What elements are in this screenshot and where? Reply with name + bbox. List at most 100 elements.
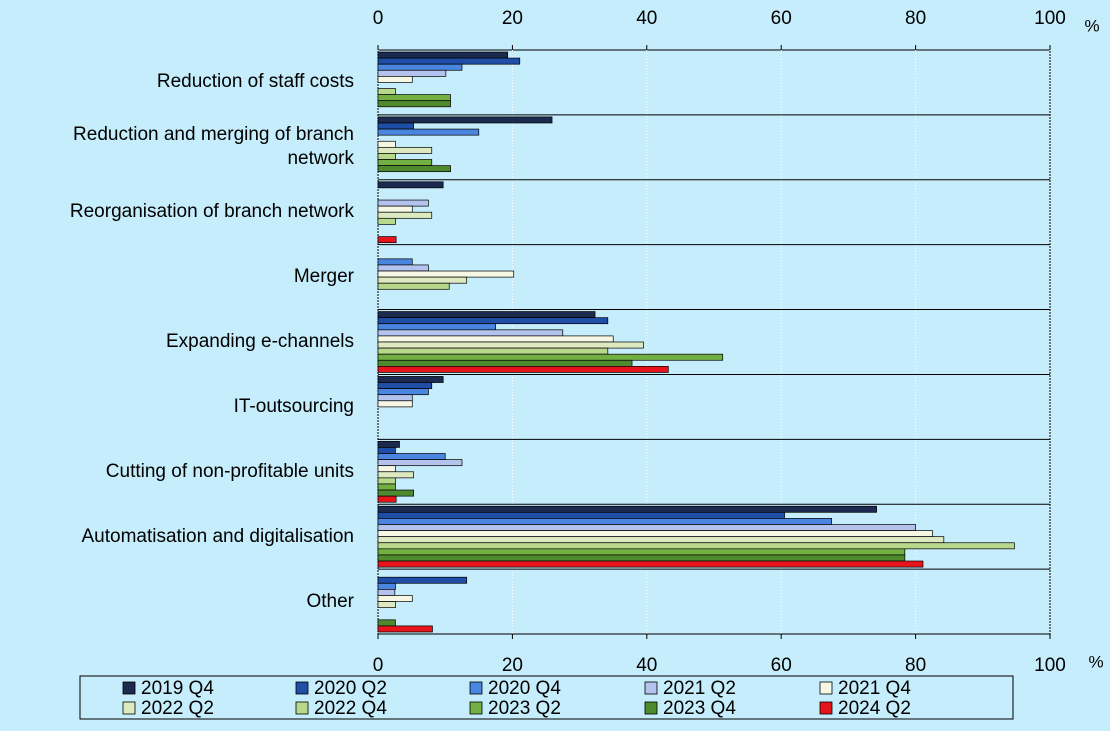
bar (377, 548, 906, 556)
category-label: Merger (4, 247, 354, 308)
bar (377, 542, 1015, 550)
legend-label: 2021 Q2 (663, 678, 736, 699)
bar (377, 100, 451, 108)
legend-label: 2022 Q2 (141, 698, 214, 719)
bar (377, 57, 521, 65)
bar (377, 440, 400, 448)
bar (377, 181, 444, 189)
bar (377, 465, 396, 473)
bar (377, 471, 414, 479)
bar (377, 217, 396, 225)
category-text: Reorganisation of branch network (69, 201, 354, 223)
bar (377, 63, 463, 71)
category-label: Reduction and merging of branch network (4, 117, 354, 178)
x-unit: % (1088, 652, 1103, 671)
bar (377, 582, 396, 590)
bar (377, 511, 785, 519)
bar (377, 483, 396, 491)
category-text: Expanding e-channels (165, 330, 354, 352)
bar (377, 382, 433, 389)
bar (377, 376, 444, 383)
bar (377, 88, 396, 95)
bar (377, 276, 468, 284)
bar (377, 140, 396, 148)
legend-box (79, 675, 1014, 720)
category-label: Reorganisation of branch network (4, 182, 354, 243)
category-text: Reduction and merging of branch network (73, 124, 354, 170)
bar (377, 335, 614, 343)
x-tick-label: 80 (905, 655, 926, 676)
bar (377, 153, 396, 160)
legend-label: 2023 Q2 (488, 698, 561, 719)
bar (377, 205, 413, 213)
category-label: Expanding e-channels (4, 312, 354, 373)
category-text: Merger (293, 266, 354, 288)
legend-swatch (819, 701, 833, 715)
bar (377, 146, 433, 154)
bar (377, 400, 413, 408)
category-label: Reduction of staff costs (4, 52, 354, 113)
bar (377, 595, 413, 602)
bar (377, 311, 596, 318)
bar (377, 282, 450, 290)
bar (377, 211, 433, 219)
bar (377, 51, 509, 59)
bar (377, 459, 463, 467)
x-tick-label: 0 (373, 8, 384, 29)
bar (377, 116, 553, 124)
legend-swatch (295, 701, 309, 715)
category-text: Cutting of non-profitable units (105, 460, 354, 482)
bar (377, 554, 906, 562)
category-text: Automatisation and digitalisation (81, 525, 354, 547)
bar (377, 236, 397, 244)
bar (377, 69, 447, 77)
legend-swatch (819, 681, 833, 695)
bar (377, 76, 413, 83)
bar (377, 619, 396, 627)
x-unit: % (1084, 16, 1099, 35)
bar (377, 359, 633, 367)
x-tick-label: 40 (636, 655, 657, 676)
bar (377, 323, 496, 331)
legend-label: 2020 Q4 (488, 678, 561, 699)
bar (377, 625, 433, 633)
bar (377, 270, 515, 278)
bar (377, 199, 429, 207)
legend-swatch (122, 681, 136, 695)
bar (377, 159, 433, 166)
x-tick-label: 100 (1034, 655, 1066, 676)
legend-swatch (469, 701, 483, 715)
category-text: Reduction of staff costs (156, 71, 354, 93)
legend-label: 2021 Q4 (838, 678, 911, 699)
bar (377, 128, 480, 136)
legend-label: 2020 Q2 (314, 678, 387, 699)
legend-label: 2019 Q4 (141, 678, 214, 699)
bar (377, 495, 397, 503)
bar (377, 264, 429, 272)
bar (377, 601, 396, 608)
category-label: Cutting of non-profitable units (4, 441, 354, 502)
bar (377, 589, 396, 596)
bar (377, 524, 916, 531)
bar (377, 518, 832, 525)
bar (377, 329, 564, 337)
x-tick-label: 0 (373, 655, 384, 676)
bar (377, 394, 413, 402)
category-label: IT-outsourcing (4, 376, 354, 437)
bar (377, 447, 396, 454)
bar (377, 347, 609, 355)
bar (377, 94, 451, 102)
legend-swatch (295, 681, 309, 695)
bar (377, 530, 933, 538)
legend-swatch (469, 681, 483, 695)
x-tick-label: 20 (502, 8, 523, 29)
bar (377, 560, 924, 568)
legend-swatch (644, 701, 658, 715)
bar (377, 165, 451, 173)
bar (377, 341, 644, 349)
category-text: Other (306, 590, 354, 612)
legend-label: 2022 Q4 (314, 698, 387, 719)
x-tick-label: 100 (1034, 8, 1066, 29)
bar (377, 366, 669, 373)
